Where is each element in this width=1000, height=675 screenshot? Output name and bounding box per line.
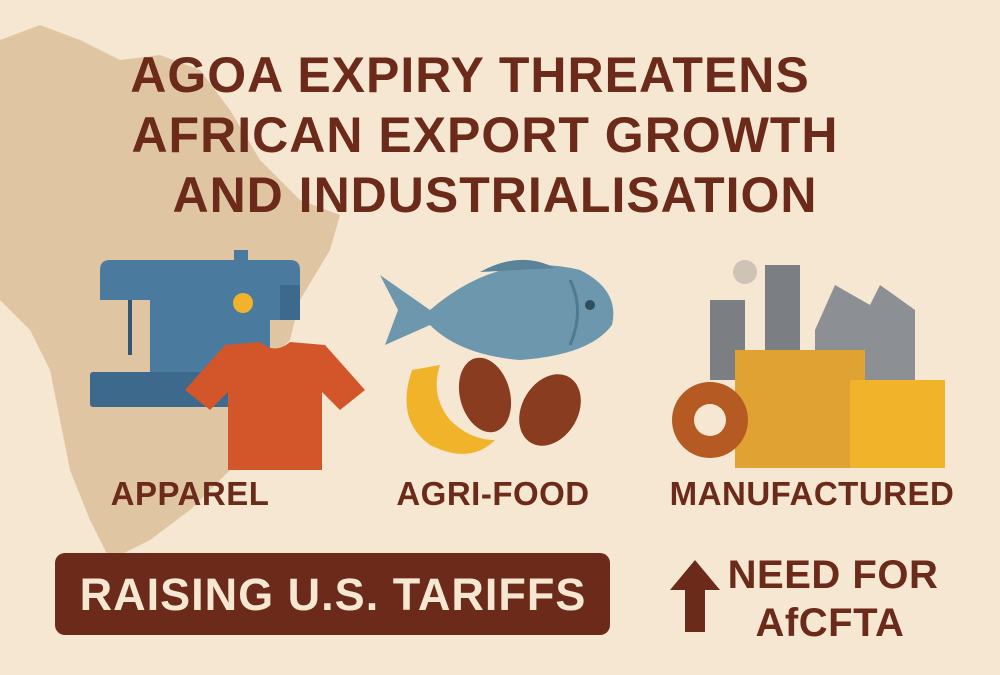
banner-text: RAISING U.S. TARIFFS — [80, 569, 587, 620]
title-line: AGOA EXPIRY THREATENS — [130, 47, 809, 103]
title-line: AND INDUSTRIALISATION — [172, 167, 817, 223]
apparel-icon — [90, 250, 365, 470]
callout-line: AfCFTA — [756, 601, 905, 645]
sector-label: APPAREL — [111, 475, 270, 512]
callout-line: NEED FOR — [728, 553, 939, 597]
title-line: AFRICAN EXPORT GROWTH — [131, 107, 838, 163]
banner — [55, 553, 610, 635]
sector-label: MANUFACTURED — [670, 475, 955, 512]
up-arrow — [670, 560, 720, 632]
sector-label: AGRI-FOOD — [396, 475, 589, 512]
agri-food-icon — [380, 259, 614, 454]
manufactured-icon — [672, 260, 945, 468]
